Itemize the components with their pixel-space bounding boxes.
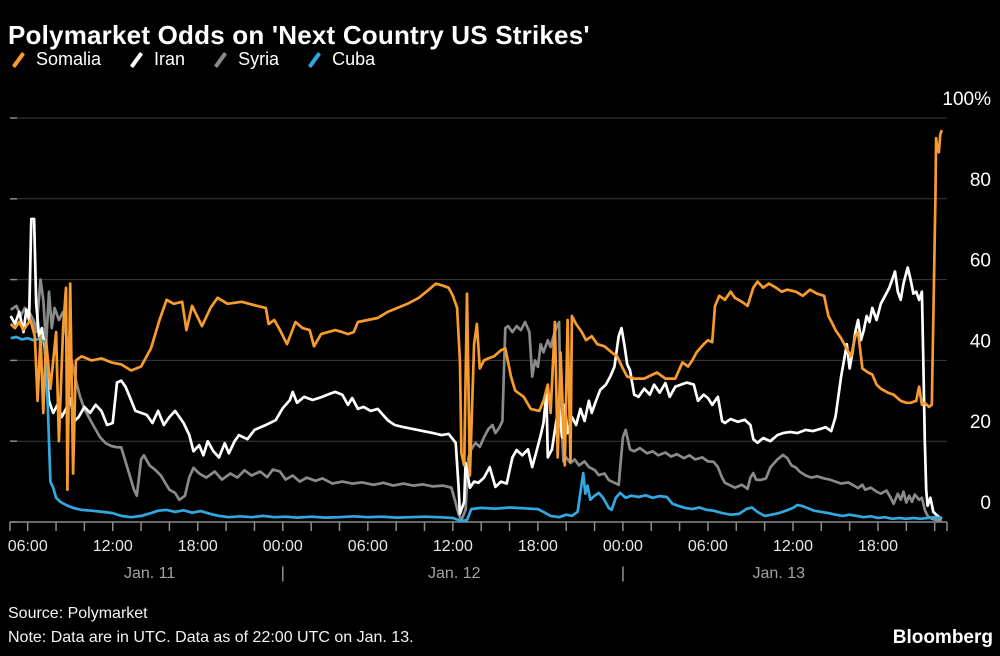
legend-label: Somalia bbox=[36, 49, 102, 69]
series-line-cuba bbox=[10, 335, 942, 523]
x-axis-ticks bbox=[9, 522, 948, 531]
svg-text:06:00: 06:00 bbox=[8, 538, 48, 555]
svg-text:00:00: 00:00 bbox=[263, 538, 303, 555]
svg-text:18:00: 18:00 bbox=[178, 538, 218, 555]
odds-line-chart: 0 20 40 60 80 100% 06:00 12:00 18:00 00:00 06:00 12… bbox=[8, 89, 991, 582]
svg-text:12:00: 12:00 bbox=[93, 538, 133, 555]
svg-text:Jan. 12: Jan. 12 bbox=[428, 565, 481, 582]
svg-text:06:00: 06:00 bbox=[688, 538, 728, 555]
svg-text:Jan. 11: Jan. 11 bbox=[124, 565, 175, 582]
svg-text:|: | bbox=[281, 565, 285, 582]
legend-label: Syria bbox=[238, 49, 280, 69]
svg-text:18:00: 18:00 bbox=[858, 538, 898, 555]
series-syria bbox=[9, 278, 942, 522]
source-label: Source: Polymarket bbox=[8, 605, 148, 622]
svg-text:100%: 100% bbox=[942, 89, 991, 110]
series-cuba bbox=[10, 335, 942, 523]
x-axis-date-labels: Jan. 11 Jan. 12 Jan. 13 | | bbox=[124, 565, 805, 582]
legend-item-iran[interactable]: Iran bbox=[128, 49, 185, 70]
svg-text:|: | bbox=[621, 565, 625, 582]
svg-text:40: 40 bbox=[970, 331, 991, 352]
svg-text:20: 20 bbox=[970, 412, 991, 433]
legend-label: Cuba bbox=[332, 49, 376, 69]
svg-text:Jan. 13: Jan. 13 bbox=[753, 565, 806, 582]
legend-item-syria[interactable]: Syria bbox=[212, 49, 279, 70]
svg-text:80: 80 bbox=[970, 170, 991, 191]
gridlines bbox=[10, 117, 947, 523]
svg-text:00:00: 00:00 bbox=[603, 538, 643, 555]
legend: Somalia Iran Syria Cuba bbox=[10, 49, 375, 70]
series-line-somalia bbox=[9, 129, 944, 492]
svg-text:60: 60 bbox=[970, 251, 991, 272]
series-line-iran bbox=[9, 217, 943, 520]
svg-text:12:00: 12:00 bbox=[433, 538, 473, 555]
svg-text:18:00: 18:00 bbox=[518, 538, 558, 555]
legend-item-somalia[interactable]: Somalia bbox=[10, 49, 101, 70]
series-somalia bbox=[9, 129, 944, 492]
x-axis-hour-labels: 06:00 12:00 18:00 00:00 06:00 12:00 18:00 00:00… bbox=[8, 538, 898, 555]
svg-text:06:00: 06:00 bbox=[348, 538, 388, 555]
legend-label: Iran bbox=[154, 49, 186, 69]
svg-text:12:00: 12:00 bbox=[773, 538, 813, 555]
series-iran bbox=[9, 217, 943, 520]
y-axis-labels: 0 20 40 60 80 100% bbox=[942, 89, 991, 514]
chart-title: Polymarket Odds on 'Next Country US Stri… bbox=[8, 20, 590, 51]
note-label: Note: Data are in UTC. Data as of 22:00 … bbox=[8, 629, 414, 646]
svg-text:0: 0 bbox=[980, 493, 991, 514]
bloomberg-logo: Bloomberg bbox=[892, 627, 993, 648]
series-line-syria bbox=[9, 278, 942, 522]
legend-item-cuba[interactable]: Cuba bbox=[306, 49, 375, 70]
